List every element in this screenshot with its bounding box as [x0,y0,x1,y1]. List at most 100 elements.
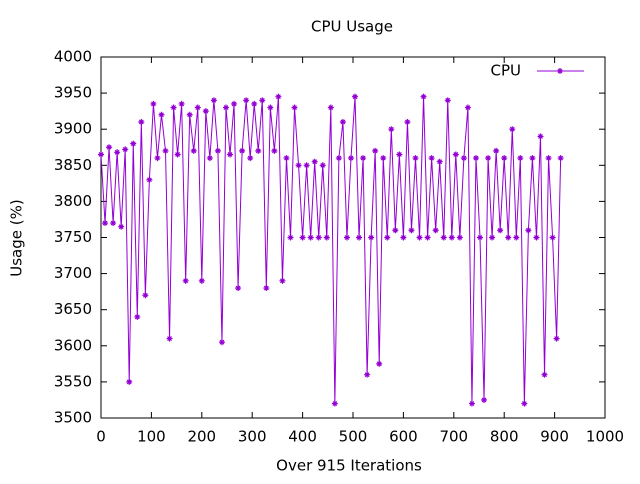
data-point [335,155,342,162]
data-point [202,108,209,115]
data-point [114,149,121,156]
data-point [182,277,189,284]
data-point [311,158,318,165]
data-point [372,147,379,154]
data-point [327,104,334,111]
x-tick-label: 500 [339,428,368,446]
data-point [416,234,423,241]
data-point [452,151,459,158]
data-point [299,234,306,241]
data-point [198,277,205,284]
data-point [194,104,201,111]
data-point [472,155,479,162]
y-tick-label: 3700 [54,264,92,282]
data-point [279,277,286,284]
data-point [525,227,532,234]
y-tick-label: 3500 [54,409,92,427]
data-point [489,234,496,241]
data-point [400,234,407,241]
data-point [432,227,439,234]
data-point [477,234,484,241]
data-point [420,93,427,100]
data-point [170,104,177,111]
y-tick-label: 3600 [54,336,92,354]
data-point [404,118,411,125]
data-point [396,151,403,158]
x-tick-label: 800 [490,428,519,446]
data-point [150,100,157,107]
y-axis-label: Usage (%) [8,199,26,276]
data-point [384,234,391,241]
data-point [158,111,165,118]
data-point [533,234,540,241]
data-point [122,146,129,153]
data-point [138,118,145,125]
data-point [214,147,221,154]
legend-label: CPU [491,62,522,80]
data-point [190,147,197,154]
data-point [360,155,367,162]
data-point [323,234,330,241]
data-point [368,234,375,241]
data-point [210,97,217,104]
data-point [464,104,471,111]
data-point [263,285,270,292]
x-tick-label: 1000 [586,428,624,446]
y-tick-label: 3850 [54,156,92,174]
data-point [251,100,258,107]
y-tick-label: 3800 [54,192,92,210]
x-tick-label: 600 [389,428,418,446]
data-point [126,378,133,385]
data-point [517,155,524,162]
data-point [497,227,504,234]
data-point [493,147,500,154]
data-point [259,97,266,104]
data-point [303,162,310,169]
data-point [545,155,552,162]
data-point [235,285,242,292]
x-tick-label: 100 [137,428,166,446]
y-tick-label: 3550 [54,372,92,390]
data-point [460,155,467,162]
data-point [275,93,282,100]
data-point [106,144,113,151]
data-point [505,234,512,241]
data-point [456,234,463,241]
data-point [339,118,346,125]
data-point [521,400,528,407]
data-point [283,155,290,162]
y-tick-label: 3750 [54,228,92,246]
data-point [549,234,556,241]
data-point [231,100,238,107]
data-point [380,155,387,162]
data-point [255,147,262,154]
data-point [227,151,234,158]
data-point [408,227,415,234]
x-tick-label: 400 [288,428,317,446]
data-point [428,155,435,162]
data-point [206,155,213,162]
data-point [178,100,185,107]
data-point [146,176,153,183]
data-point [142,292,149,299]
chart-title: CPU Usage [311,18,393,36]
data-point [243,97,250,104]
data-point [291,104,298,111]
data-point [118,223,125,230]
data-point [392,227,399,234]
data-point [468,400,475,407]
data-point [448,234,455,241]
data-point [154,155,161,162]
data-point [218,339,225,346]
x-axis-label: Over 915 Iterations [276,457,422,475]
data-point [424,234,431,241]
data-point [541,371,548,378]
data-point [222,104,229,111]
data-point [376,360,383,367]
data-point [553,335,560,342]
y-tick-label: 3650 [54,300,92,318]
x-tick-label: 300 [238,428,267,446]
data-point [166,335,173,342]
